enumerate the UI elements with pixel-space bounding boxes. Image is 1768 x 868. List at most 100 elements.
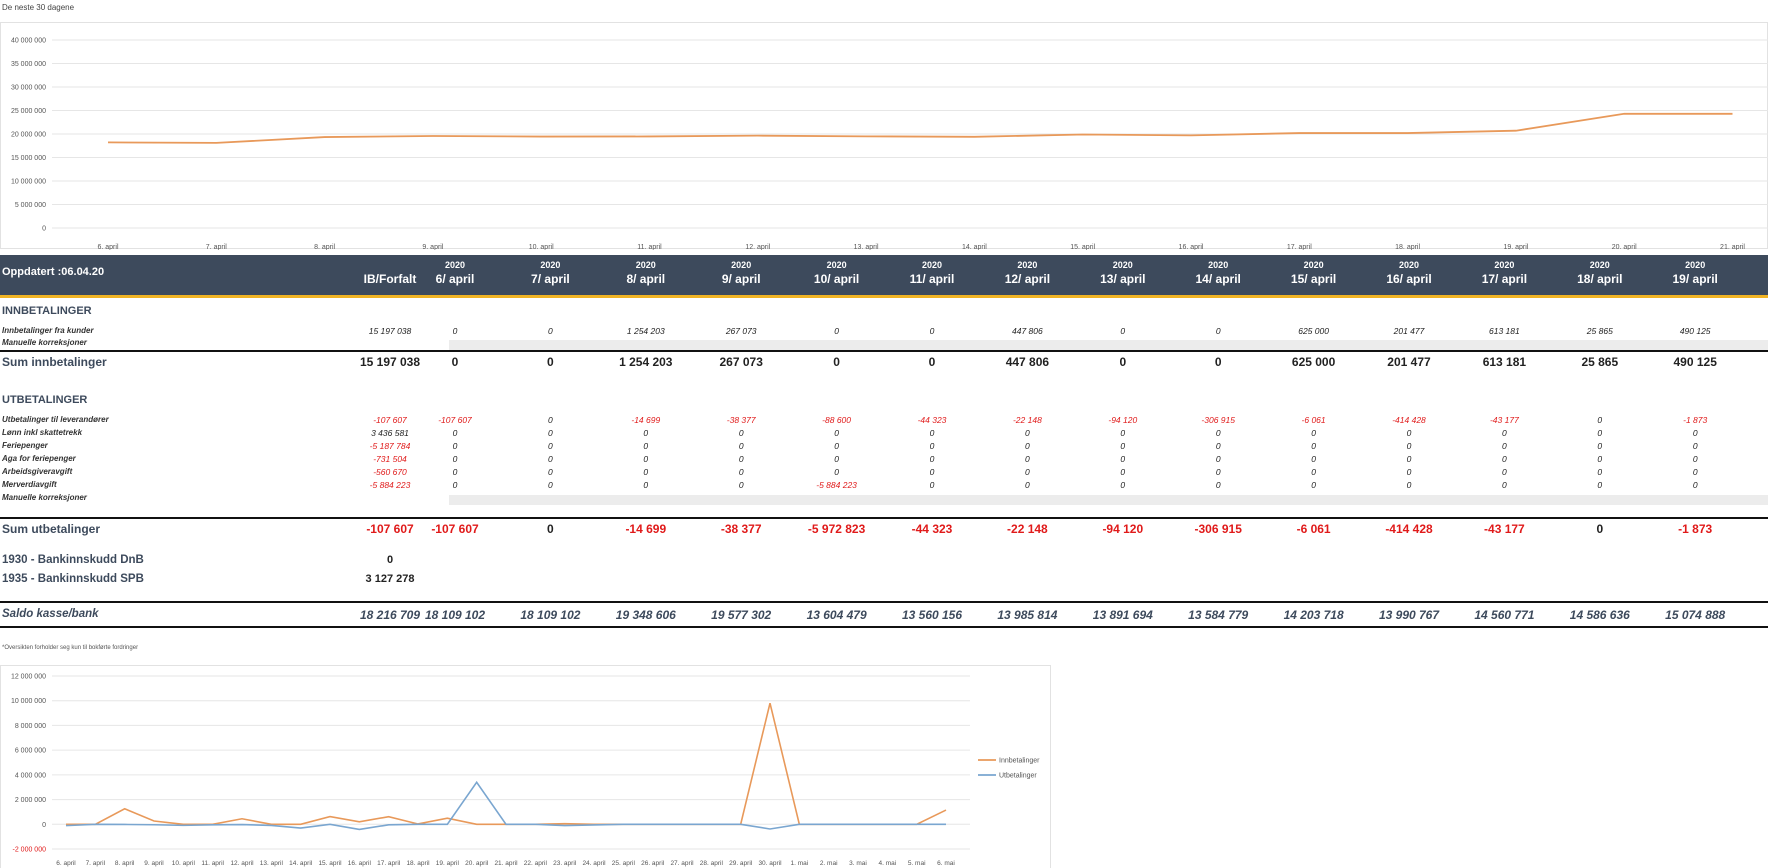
- section-rule: [0, 350, 1768, 352]
- cell-value: 0: [1692, 480, 1698, 490]
- date-column-header: 2020 16/ april: [1369, 255, 1449, 286]
- table-header: Oppdatert :06.04.20 IB/Forfalt 2020 6/ apr…: [0, 255, 1768, 298]
- cell-value: 0: [643, 454, 649, 464]
- sum-value: -94 120: [1102, 522, 1144, 536]
- sum-value: 0: [928, 355, 936, 369]
- cell-value: 0: [834, 454, 839, 464]
- cell-value: 0: [1025, 441, 1030, 451]
- ib-value: 3 436 581: [371, 428, 409, 438]
- updated-label: Oppdatert :06.04.20: [2, 266, 105, 278]
- y-tick-label: 6 000 000: [15, 748, 46, 755]
- sum-value: 1 254 203: [619, 355, 673, 369]
- sum-value: 201 477: [1387, 355, 1431, 369]
- sum-value: -107 607: [431, 522, 479, 536]
- x-tick-label: 15. april: [318, 860, 342, 867]
- table-row: Innbetalinger fra kunder 15 197 038 0 0 1 25…: [0, 326, 1768, 339]
- header-date: 15/ april: [1290, 272, 1337, 286]
- saldo-value: 14 560 771: [1474, 608, 1535, 622]
- cell-value: 0: [548, 480, 553, 490]
- date-column-header: 2020 10/ april: [797, 255, 877, 286]
- y-tick-label: 5 000 000: [15, 202, 46, 209]
- x-tick-label: 11. april: [637, 244, 662, 250]
- cell-value: -6 061: [1301, 415, 1326, 425]
- y-tick-label: 10 000 000: [11, 698, 46, 705]
- cell-value: 0: [1215, 467, 1221, 477]
- sum-value: 0: [547, 355, 554, 369]
- saldo-value: 19 348 606: [615, 608, 676, 622]
- cell-value: 0: [1502, 454, 1507, 464]
- cell-value: 0: [1215, 480, 1221, 490]
- cell-value: 0: [548, 415, 553, 425]
- cell-value: 201 477: [1393, 326, 1425, 336]
- ib-value: -731 504: [373, 454, 407, 464]
- date-column-header: 2020 6/ april: [415, 255, 495, 286]
- header-date: 10/ april: [813, 272, 860, 286]
- cell-value: 0: [1692, 467, 1698, 477]
- x-tick-label: 17. april: [377, 860, 401, 867]
- cell-value: 0: [834, 428, 839, 438]
- x-tick-label: 21. april: [1720, 244, 1745, 250]
- cell-value: -414 428: [1392, 415, 1426, 425]
- balance-line-chart: 0 5 000 000 10 000 000 15 000 000 20 000 000…: [0, 22, 1768, 250]
- table-row: Manuelle korreksjoner: [0, 338, 1768, 351]
- cell-value: 0: [834, 326, 839, 336]
- saldo-value: 19 577 302: [711, 608, 772, 622]
- saldo-ib-value: 18 216 709: [359, 608, 421, 622]
- cell-value: 613 181: [1489, 326, 1520, 336]
- chart-frame: [0, 22, 1768, 249]
- cell-value: 0: [452, 467, 458, 477]
- manual-band: [449, 495, 1768, 505]
- sum-value: 0: [1119, 355, 1127, 369]
- header-year: 2020: [1303, 260, 1324, 270]
- saldo-value: 13 604 479: [806, 608, 867, 622]
- date-column-header: 2020 12/ april: [987, 255, 1067, 286]
- x-tick-label: 16. april: [348, 860, 372, 867]
- cell-value: 0: [929, 326, 935, 336]
- header-date: 8/ april: [626, 272, 666, 286]
- header-date: 9/ april: [721, 272, 761, 286]
- sum-value: 0: [547, 522, 554, 536]
- cell-value: 0: [1215, 428, 1221, 438]
- cell-value: 0: [834, 467, 839, 477]
- sum-value: -5 972 823: [807, 522, 866, 536]
- cell-value: 0: [1406, 454, 1412, 464]
- header-year: 2020: [731, 260, 752, 270]
- sum-ib-value: -107 607: [366, 522, 414, 536]
- cell-value: 0: [929, 441, 935, 451]
- sum-value: -43 177: [1484, 522, 1525, 536]
- cell-value: 0: [452, 480, 458, 490]
- cell-value: 0: [452, 428, 458, 438]
- legend-label: Utbetalinger: [999, 773, 1037, 780]
- x-tick-label: 7. april: [206, 244, 227, 250]
- cell-value: 0: [1120, 454, 1126, 464]
- header-year: 2020: [1017, 260, 1038, 270]
- sum-value: -44 323: [911, 522, 953, 536]
- header-year: 2020: [540, 260, 561, 270]
- cell-value: 0: [452, 326, 458, 336]
- row-label: Aga for feriepenger: [2, 454, 76, 463]
- row-label: Merverdiavgift: [2, 480, 57, 489]
- section-rule: [0, 517, 1768, 519]
- saldo-value: 13 584 779: [1188, 608, 1249, 622]
- x-tick-label: 10. april: [529, 244, 554, 250]
- cell-value: 267 073: [725, 326, 757, 336]
- header-year: 2020: [1494, 260, 1515, 270]
- header-date: 7/ april: [531, 272, 570, 286]
- header-date: 17/ april: [1481, 272, 1528, 286]
- sum-value: 0: [1214, 355, 1222, 369]
- x-tick-label: 19. april: [1503, 244, 1528, 250]
- x-tick-label: 29. april: [729, 860, 753, 867]
- sum-value: 0: [833, 355, 840, 369]
- ib-value: -5 187 784: [369, 441, 411, 451]
- saldo-value: 14 586 636: [1569, 608, 1630, 622]
- y-tick-label: -2 000 000: [13, 847, 47, 854]
- table-row: Arbeidsgiveravgift -560 670 0 0 0 0 0 0 0 0 0 0 0 0 0 0: [0, 467, 1768, 480]
- ib-value: -560 670: [373, 467, 407, 477]
- cell-value: 0: [1215, 441, 1221, 451]
- header-date: 14/ april: [1195, 272, 1241, 286]
- sum-value: 267 073: [719, 355, 763, 369]
- cell-value: 0: [1311, 428, 1316, 438]
- date-column-header: 2020 19/ april: [1655, 255, 1735, 286]
- sum-value: 490 125: [1673, 355, 1717, 369]
- saldo-value: 13 560 156: [901, 608, 963, 622]
